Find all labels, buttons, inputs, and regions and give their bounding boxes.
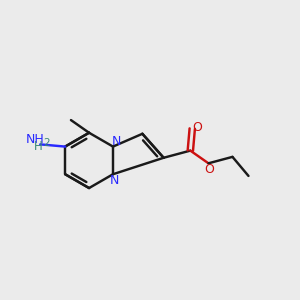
Text: N: N bbox=[110, 174, 119, 187]
Text: O: O bbox=[204, 163, 214, 176]
Text: O: O bbox=[192, 121, 202, 134]
Text: N: N bbox=[111, 135, 121, 148]
Text: 2: 2 bbox=[44, 139, 50, 148]
Text: NH: NH bbox=[26, 133, 44, 146]
Text: H: H bbox=[34, 140, 43, 153]
